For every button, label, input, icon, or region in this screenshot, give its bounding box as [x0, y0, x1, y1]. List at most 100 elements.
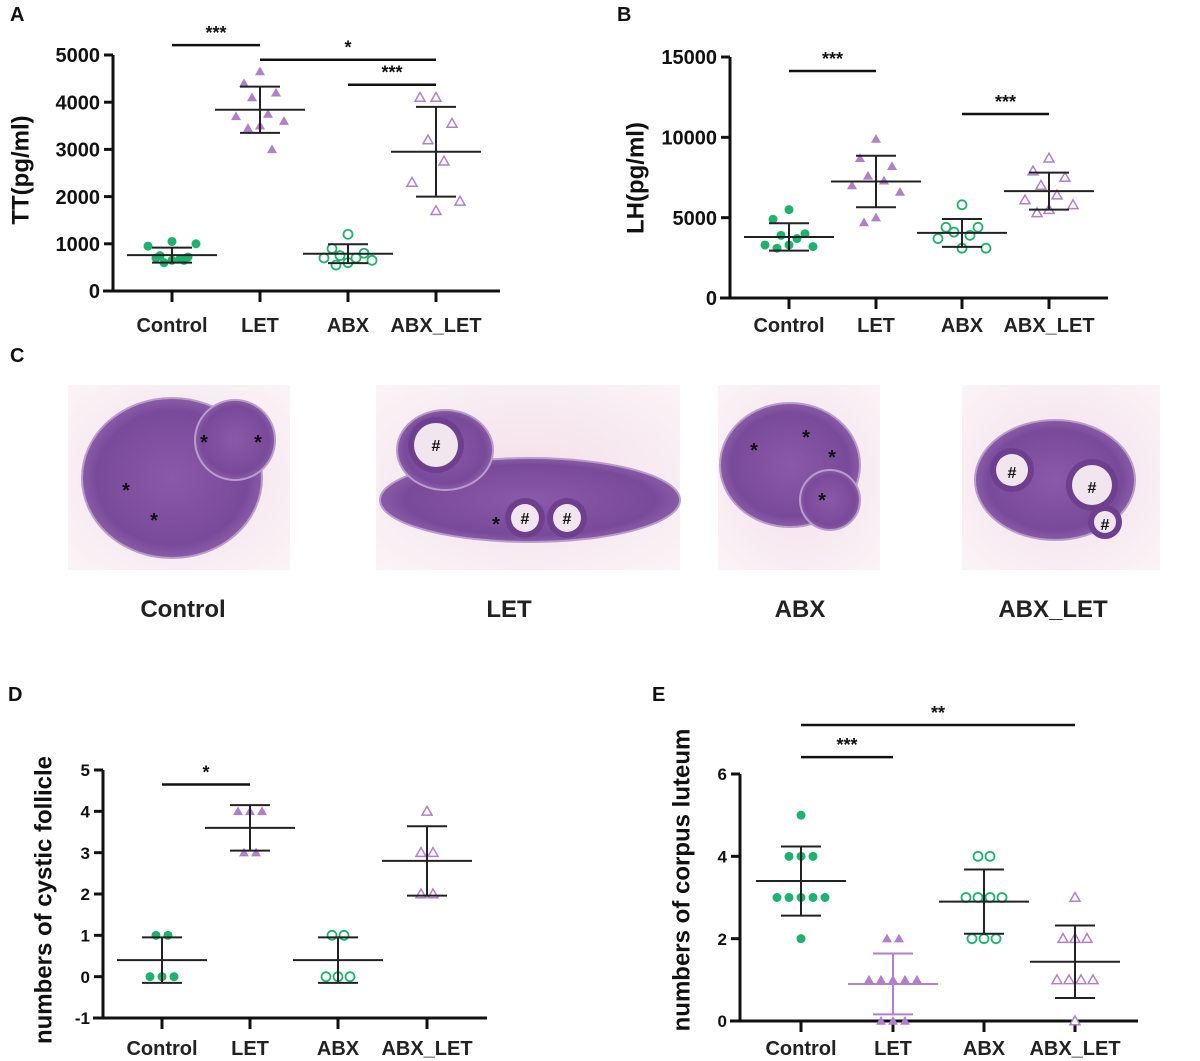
data-point: [1066, 198, 1080, 210]
follicle-cavity: [553, 504, 581, 532]
y-axis-title: LH(pg/ml): [622, 122, 649, 234]
data-point: [956, 199, 968, 211]
data-point: [145, 972, 155, 982]
x-tick-label: Control: [765, 1038, 836, 1060]
data-point: [169, 972, 179, 982]
data-point: [239, 847, 249, 857]
data-point: [1050, 973, 1064, 985]
data-point: [445, 116, 459, 128]
asterisk-marker: *: [818, 490, 826, 512]
y-tick-label: 4: [718, 847, 728, 866]
data-point: [1058, 170, 1072, 182]
y-tick-label: 5000: [56, 45, 101, 67]
data-point: [1034, 179, 1048, 191]
x-tick-label: ABX_LET: [381, 1038, 472, 1060]
y-tick-label: 0: [81, 968, 90, 987]
significance-label: ***: [836, 735, 857, 755]
data-point: [437, 154, 451, 166]
y-tick-label: 5: [81, 761, 90, 780]
data-point: [251, 847, 261, 857]
x-tick-label: ABX: [327, 315, 370, 337]
data-point: [334, 250, 346, 262]
data-point: [876, 974, 886, 984]
follicle-cavity: [511, 504, 539, 532]
data-point: [344, 971, 356, 983]
y-tick-label: 0: [718, 1012, 727, 1031]
data-point: [1074, 973, 1088, 985]
data-point: [932, 233, 944, 244]
data-point: [978, 933, 990, 945]
data-point: [940, 221, 952, 233]
y-tick-label: 4: [81, 802, 91, 821]
data-point: [888, 1016, 898, 1025]
data-point: [420, 804, 434, 816]
significance-label: **: [931, 703, 945, 723]
significance-label: *: [344, 38, 351, 58]
data-point: [768, 214, 778, 224]
data-point: [796, 810, 806, 820]
data-point: [320, 971, 332, 983]
hash-marker: #: [1008, 465, 1017, 482]
series-control: [127, 236, 217, 268]
histology-image-control: * * * *: [68, 385, 290, 570]
data-point: [233, 806, 243, 816]
series-abx-let: [382, 804, 472, 899]
data-point: [859, 217, 869, 227]
data-point: [318, 252, 330, 264]
data-point: [912, 974, 922, 984]
data-point: [776, 230, 786, 240]
data-point: [255, 66, 265, 76]
data-point: [864, 974, 874, 984]
series-let: [848, 933, 938, 1025]
series-abx-let: [1030, 890, 1120, 1026]
chart-b: 0 5000 10000 15000 LH(pg/ml) Control LET ABX ABX…: [622, 47, 1108, 337]
asterisk-marker: *: [200, 432, 208, 454]
y-tick-label: 2: [81, 885, 90, 904]
series-abx: [917, 199, 1007, 254]
series-abx: [293, 929, 383, 984]
data-point: [876, 1016, 886, 1025]
data-point: [980, 242, 992, 254]
series-let: [215, 66, 305, 154]
data-point: [429, 90, 443, 102]
data-point: [966, 933, 978, 945]
series-abx: [303, 228, 393, 271]
data-point: [894, 933, 904, 943]
data-point: [882, 933, 892, 943]
data-point: [863, 170, 873, 180]
data-point: [1086, 973, 1100, 985]
data-point: [772, 893, 782, 902]
follicle-cavity: [1094, 511, 1116, 533]
y-axis-title: TT(pg/ml): [7, 115, 34, 224]
series-let: [831, 133, 921, 227]
data-point: [191, 239, 201, 249]
hash-marker: #: [521, 511, 530, 528]
chart-a: 0 1000 2000 3000 4000 5000 TT(pg/ml) Control LET…: [7, 23, 500, 337]
data-point: [271, 87, 281, 97]
data-point: [247, 92, 257, 102]
data-point: [972, 221, 984, 233]
series-abx: [939, 850, 1029, 945]
asterisk-marker: *: [150, 510, 158, 532]
x-tick-label: LET: [857, 315, 895, 337]
asterisk-marker: *: [492, 514, 500, 536]
data-point: [342, 228, 354, 240]
series-abx-let: [1004, 151, 1094, 218]
asterisk-marker: *: [750, 440, 758, 462]
data-point: [151, 930, 161, 940]
significance-label: ***: [822, 49, 843, 69]
data-point: [326, 243, 338, 254]
data-point: [1018, 193, 1032, 205]
data-point: [1056, 932, 1070, 944]
data-point: [413, 90, 427, 102]
data-point: [887, 161, 897, 171]
data-point: [1080, 932, 1094, 944]
data-point: [338, 929, 350, 941]
ovary-tissue: [799, 469, 861, 531]
y-tick-label: 10000: [661, 128, 717, 150]
data-point: [330, 259, 342, 271]
histology-image-abx-let: # # #: [962, 385, 1160, 570]
data-point: [414, 846, 428, 858]
data-point: [990, 933, 1002, 945]
data-point: [1050, 188, 1064, 200]
